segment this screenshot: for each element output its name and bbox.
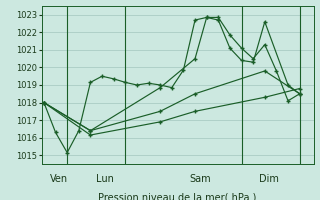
Text: Sam: Sam (189, 174, 211, 184)
Text: Lun: Lun (96, 174, 114, 184)
X-axis label: Pression niveau de la mer( hPa ): Pression niveau de la mer( hPa ) (99, 192, 257, 200)
Text: Dim: Dim (259, 174, 279, 184)
Text: Ven: Ven (50, 174, 68, 184)
